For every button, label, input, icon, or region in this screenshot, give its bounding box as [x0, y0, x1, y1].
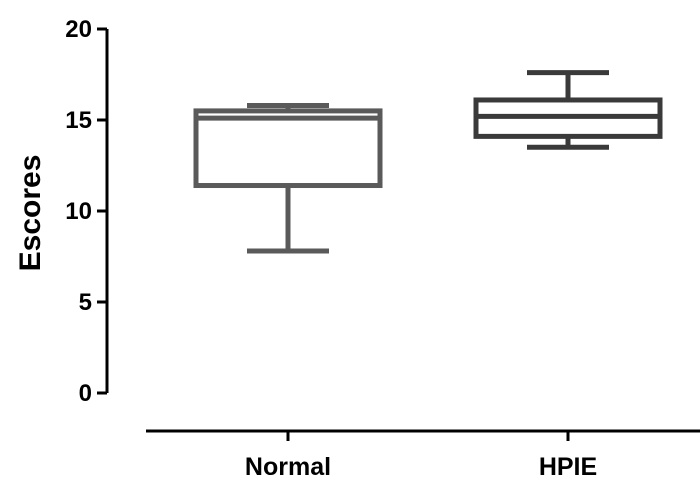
y-axis-title: Escores [14, 155, 47, 272]
y-tick-label-5: 5 [79, 289, 92, 316]
box-series [193, 70, 663, 254]
interquartile-box [193, 108, 383, 189]
x-tick-label-hpie: HPIE [539, 453, 597, 478]
x-tick-label-normal: Normal [245, 453, 331, 478]
box-hpie [473, 70, 663, 150]
y-tick-label-20: 20 [65, 16, 92, 43]
x-axis-ticks: Normal HPIE [245, 431, 597, 478]
y-tick-label-0: 0 [79, 380, 92, 407]
box-normal [193, 102, 383, 254]
y-tick-label-10: 10 [65, 198, 92, 225]
y-axis-ticks: 0 5 10 15 20 [65, 16, 107, 407]
y-tick-label-15: 15 [65, 107, 92, 134]
